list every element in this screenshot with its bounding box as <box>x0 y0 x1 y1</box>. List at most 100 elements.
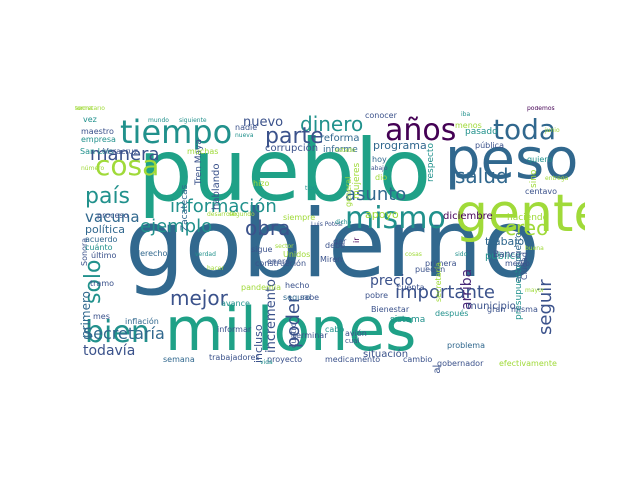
cloud-word: información <box>170 196 277 217</box>
cloud-word: ir <box>352 237 361 243</box>
cloud-word: medio <box>505 259 530 268</box>
cloud-word: gente <box>455 184 585 244</box>
cloud-word: programa <box>373 139 427 152</box>
cloud-word: desarrollo <box>207 211 237 218</box>
cloud-word: gobierno <box>125 190 540 299</box>
cloud-word: cabo <box>325 325 345 334</box>
cloud-word: Luis Potosí <box>311 221 343 228</box>
cloud-word: siguiente <box>179 117 207 124</box>
cloud-word: Ciudad <box>520 252 529 281</box>
cloud-word: hizo <box>253 179 270 188</box>
cloud-word: mundo <box>148 117 169 124</box>
cloud-word: bien <box>85 315 150 350</box>
cloud-word: años <box>385 113 457 148</box>
cloud-word: número <box>81 165 105 172</box>
cloud-word: tipo <box>305 185 317 192</box>
cloud-word: terminar <box>293 331 328 340</box>
cloud-word: proceso <box>97 211 129 220</box>
cloud-word: nueva <box>235 132 254 139</box>
cloud-word: abajo <box>371 165 388 172</box>
cloud-word: nadie <box>235 123 258 132</box>
cloud-word: informar <box>217 325 252 334</box>
cloud-word: primero <box>79 291 93 339</box>
cloud-word: secretario <box>75 106 105 112</box>
cloud-word: cuatro <box>289 322 298 349</box>
cloud-word: vacuna <box>85 208 140 226</box>
cloud-word: hoy <box>372 155 387 164</box>
cloud-word: obra <box>245 216 291 240</box>
cloud-word: asunto <box>345 184 407 205</box>
cloud-word: vez <box>83 115 97 124</box>
cloud-word: medicamento <box>325 355 381 364</box>
cloud-word: Veracruz <box>103 147 138 156</box>
cloud-word: Miren <box>320 255 343 264</box>
cloud-word: Banco <box>493 250 521 260</box>
cloud-word: dar <box>333 237 347 246</box>
cloud-word: creo <box>505 216 549 240</box>
cloud-word: peso <box>445 127 579 192</box>
cloud-word: buena <box>525 245 544 252</box>
cloud-word: informe <box>323 145 358 155</box>
cloud-word: pueden <box>415 265 446 274</box>
cloud-word: San Luis <box>80 147 114 156</box>
cloud-word: mayor <box>525 287 545 294</box>
cloud-word: sabe <box>300 293 320 302</box>
cloud-word: pobre <box>365 291 389 300</box>
cloud-word: semana <box>163 355 195 364</box>
cloud-word: verdad <box>195 251 216 258</box>
cloud-word: corrupción <box>265 143 319 154</box>
cloud-word: situación <box>363 349 409 360</box>
cloud-word: precio <box>370 273 414 289</box>
cloud-word: problema <box>447 341 486 350</box>
cloud-word: tiempo <box>120 113 233 151</box>
cloud-word: efectivamente <box>499 359 557 368</box>
cloud-word: misma <box>511 305 538 314</box>
cloud-word: conocer <box>365 111 397 120</box>
cloud-word: quiero <box>527 155 553 164</box>
cloud-word: entrega <box>545 175 569 182</box>
cloud-word: importante <box>395 282 496 303</box>
cloud-word: Bienestar <box>371 305 410 314</box>
cloud-word: inflación <box>125 317 159 326</box>
cloud-word: nuevo <box>243 115 284 130</box>
cloud-word: empresa <box>81 135 116 144</box>
cloud-word: secretaría <box>434 262 443 302</box>
cloud-word: cambio <box>403 355 433 364</box>
cloud-word: mismo <box>345 201 446 236</box>
cloud-word: después <box>435 309 469 318</box>
cloud-word: haciendo <box>507 213 549 223</box>
cloud-word: apoyo <box>365 208 399 221</box>
cloud-word: política <box>85 223 125 236</box>
cloud-word: dicho <box>335 219 352 226</box>
cloud-word: mujeres <box>352 162 362 199</box>
cloud-word: podemos <box>527 106 555 112</box>
cloud-word: trabajadores <box>209 353 260 362</box>
cloud-word: cuánto <box>85 243 113 252</box>
cloud-word: país <box>85 184 131 209</box>
cloud-word: pública <box>475 141 504 150</box>
cloud-word: Nacional <box>432 365 443 374</box>
cloud-word: muchas <box>187 147 219 156</box>
cloud-word: maestro <box>81 127 114 136</box>
cloud-word: mejor <box>170 286 228 310</box>
cloud-word: dio <box>375 173 388 182</box>
cloud-word: derecho <box>135 249 168 258</box>
cloud-word: pueblo <box>138 121 432 221</box>
cloud-word: junio <box>545 127 560 134</box>
cloud-word: forma <box>75 106 93 112</box>
cloud-word: último <box>91 251 117 260</box>
cloud-word: sigue <box>251 245 273 254</box>
cloud-word: Unidos <box>283 250 311 259</box>
cloud-word: pasado <box>465 127 498 137</box>
cloud-word: pandemia <box>241 283 281 292</box>
cloud-word: público <box>485 251 522 262</box>
cloud-word: Tren Maya <box>194 138 204 185</box>
cloud-word: sino <box>529 169 539 188</box>
cloud-word: todavía <box>83 343 136 359</box>
cloud-word: Zacatecas <box>180 184 190 231</box>
cloud-word: proyecto <box>267 355 303 364</box>
cloud-word: menos <box>455 121 482 130</box>
cloud-word: vida <box>260 359 273 366</box>
cloud-word: iba <box>461 111 471 118</box>
cloud-word: millones <box>165 295 417 365</box>
